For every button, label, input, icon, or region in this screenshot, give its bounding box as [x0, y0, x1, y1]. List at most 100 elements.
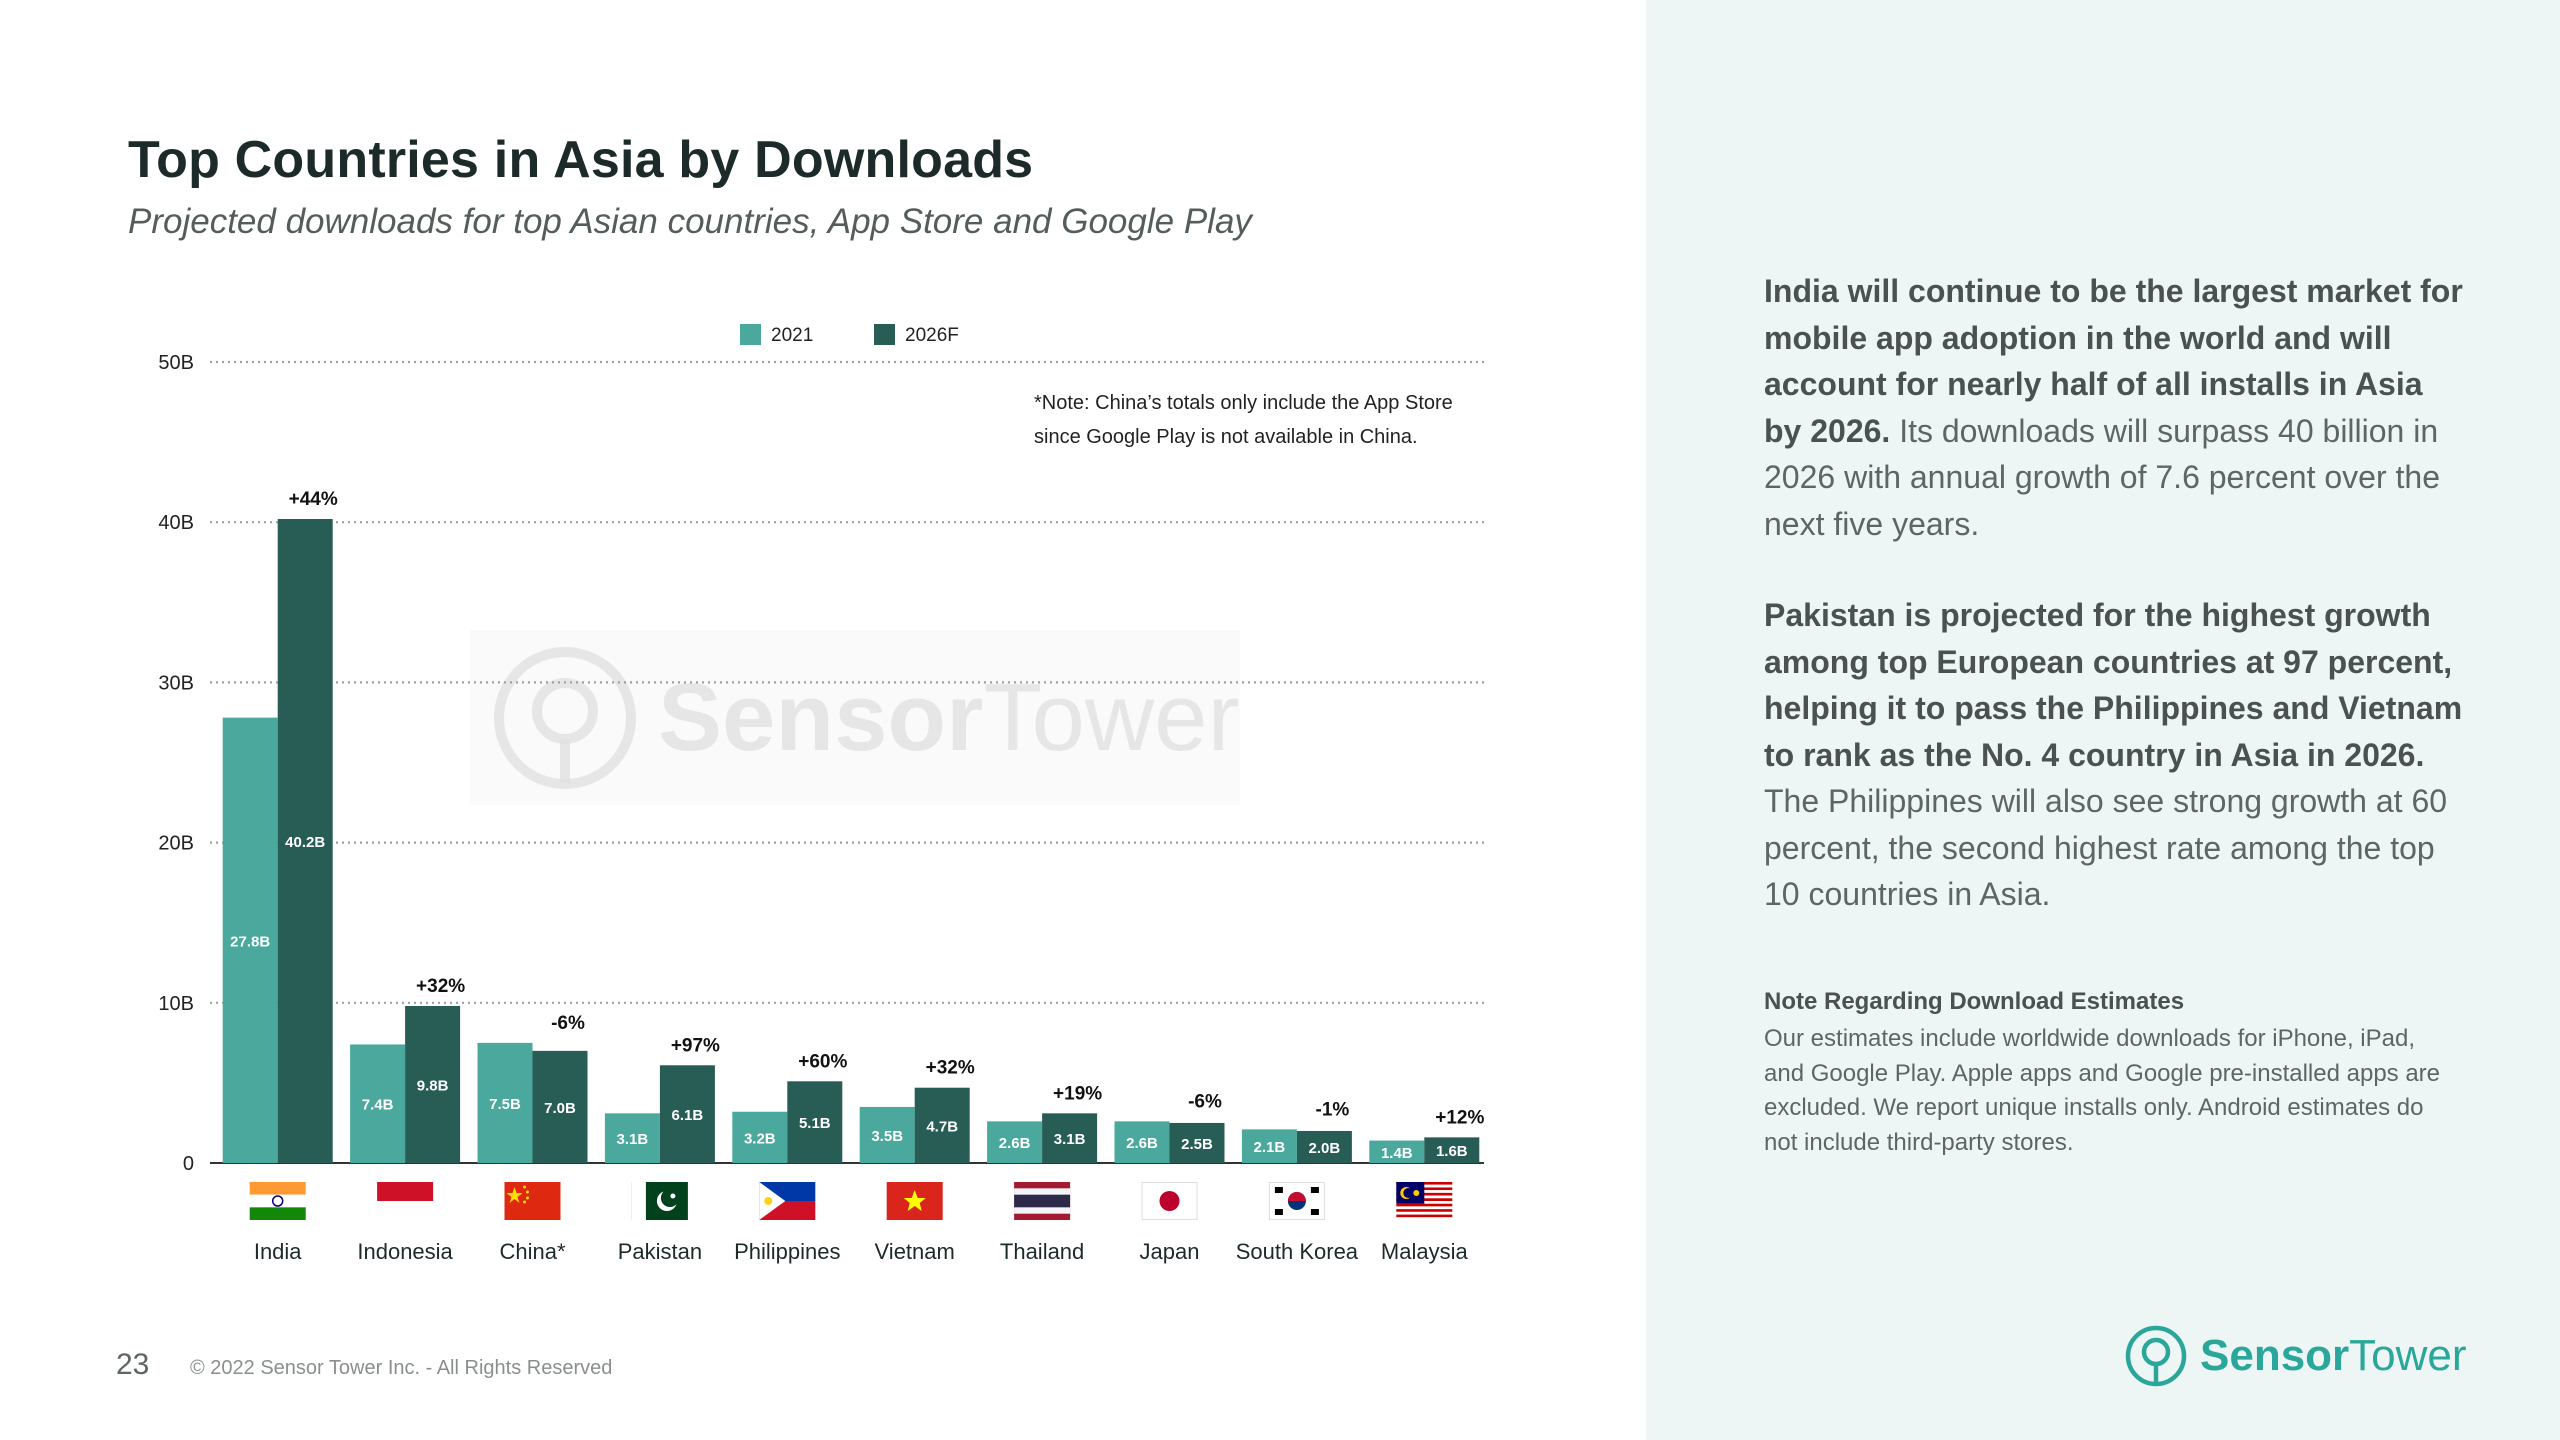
- bar-value-label: 7.5B: [489, 1096, 521, 1113]
- bar-2021-india: [222, 717, 278, 1163]
- category-label: South Korea: [1236, 1239, 1359, 1264]
- flag-malaysia-icon: [1396, 1182, 1453, 1220]
- bar-value-label: 9.8B: [417, 1078, 449, 1095]
- legend: 2021 2026F: [740, 324, 959, 346]
- category-label: China*: [499, 1239, 565, 1264]
- category-labels: India Indonesia China* Pakistan Philippines V…: [254, 1239, 1469, 1264]
- bar-value-label: 4.7B: [926, 1118, 958, 1135]
- y-tick-label: 10B: [158, 993, 194, 1015]
- bar-2021-thailand: [987, 1121, 1043, 1163]
- flag-japan-icon: [1141, 1182, 1198, 1220]
- category-label: Vietnam: [875, 1239, 955, 1264]
- estimates-title: Note Regarding Download Estimates: [1764, 988, 2185, 1015]
- bar-2026f-pakistan: [659, 1065, 715, 1163]
- legend-swatch-2021: [740, 324, 761, 345]
- bar-value-label: 5.1B: [799, 1115, 831, 1132]
- bar-value-label: 2.6B: [1126, 1135, 1158, 1152]
- watermark-text: SensorTower: [658, 663, 1240, 773]
- category-label: Pakistan: [618, 1239, 702, 1264]
- bar-2021-japan: [1114, 1121, 1170, 1163]
- bar-value-label: 7.4B: [362, 1097, 394, 1114]
- growth-label: -6%: [551, 1013, 585, 1034]
- bar-chart: 0 10B 20B 30B 40B 50B 27.8B 40.2B +44% 7.4B 9.8B +…: [158, 324, 1484, 1264]
- insight-2-bold: Pakistan is projected for the highest gr…: [1764, 597, 2463, 773]
- data-labels: 27.8B 40.2B +44% 7.4B 9.8B +32% 7.5B 7.0B -6% 3.1…: [230, 489, 1484, 1162]
- growth-label: +32%: [926, 1058, 975, 1079]
- bar-value-label: 1.4B: [1381, 1145, 1413, 1162]
- bar-value-label: 2.0B: [1309, 1140, 1341, 1157]
- grid-lines: [210, 360, 1484, 1164]
- bar-value-label: 7.0B: [544, 1100, 576, 1117]
- y-axis: 0 10B 20B 30B 40B 50B: [158, 352, 194, 1175]
- flag-thailand-icon: [1014, 1182, 1071, 1220]
- bar-value-label: 2.5B: [1181, 1136, 1213, 1153]
- y-tick-label: 50B: [158, 352, 194, 374]
- sensor-tower-logo[interactable]: SensorTower: [2124, 1324, 2467, 1388]
- bar-2026f-vietnam: [914, 1087, 970, 1163]
- category-label: Philippines: [734, 1239, 840, 1264]
- category-label: India: [254, 1239, 302, 1264]
- y-tick-label: 0: [183, 1153, 194, 1175]
- y-tick-label: 20B: [158, 833, 194, 855]
- page-title: Top Countries in Asia by Downloads: [128, 131, 1034, 189]
- bar-value-label: 6.1B: [672, 1107, 704, 1124]
- bar-value-label: 3.1B: [617, 1131, 649, 1148]
- bar-2026f-malaysia: [1424, 1137, 1480, 1163]
- flag-south-korea-icon: [1268, 1182, 1325, 1220]
- bar-2021-southkorea: [1241, 1129, 1297, 1163]
- flag-china-icon: [504, 1182, 561, 1220]
- bar-value-label: 2.6B: [999, 1135, 1031, 1152]
- legend-swatch-2026f: [874, 324, 895, 345]
- insight-1-rest: Its downloads will surpass 40 billion in…: [1764, 412, 2440, 542]
- bar-2021-vietnam: [859, 1106, 915, 1163]
- right-panel: [1646, 0, 2560, 1440]
- flag-vietnam-icon: [886, 1182, 943, 1220]
- watermark: SensorTower: [470, 630, 1240, 805]
- bar-2021-pakistan: [604, 1113, 660, 1163]
- sensor-tower-logo-icon: [2125, 1325, 2187, 1387]
- category-label: Japan: [1140, 1239, 1200, 1264]
- growth-label: +19%: [1053, 1083, 1102, 1104]
- copyright: © 2022 Sensor Tower Inc. - All Rights Re…: [190, 1357, 613, 1379]
- growth-label: -6%: [1188, 1091, 1222, 1112]
- page-subtitle: Projected downloads for top Asian countr…: [128, 202, 1252, 241]
- logo-text: SensorTower: [2200, 1331, 2467, 1381]
- bar-2026f-china: [532, 1050, 588, 1163]
- bar-value-label: 3.5B: [871, 1128, 903, 1145]
- bar-value-label: 27.8B: [230, 933, 270, 950]
- estimates-body: Our estimates include worldwide download…: [1764, 1025, 2441, 1156]
- legend-label: 2021: [771, 325, 813, 346]
- bar-2026f-thailand: [1042, 1113, 1098, 1163]
- category-label: Thailand: [1000, 1239, 1084, 1264]
- logo-text-bold: Sensor: [2200, 1331, 2350, 1380]
- insight-paragraph-2: Pakistan is projected for the highest gr…: [1764, 592, 2464, 918]
- flag-indonesia-icon: [377, 1182, 434, 1220]
- bar-value-label: 3.1B: [1054, 1131, 1086, 1148]
- growth-label: +32%: [416, 976, 465, 997]
- bars: [222, 518, 1480, 1163]
- insight-paragraph-1: India will continue to be the largest ma…: [1764, 268, 2464, 547]
- logo-text-light: Tower: [2349, 1331, 2467, 1380]
- flag-philippines-icon: [759, 1182, 816, 1220]
- bar-value-label: 40.2B: [285, 834, 325, 851]
- y-tick-label: 30B: [158, 672, 194, 694]
- bar-2021-philippines: [732, 1111, 788, 1163]
- bar-2021-china: [477, 1042, 533, 1163]
- watermark-bold: Sensor: [658, 663, 984, 771]
- flag-india-icon: [249, 1182, 306, 1220]
- sensor-tower-watermark-icon: [494, 646, 636, 789]
- bar-2026f-japan: [1169, 1122, 1225, 1163]
- china-note: *Note: China’s totals only include the A…: [1034, 392, 1453, 448]
- bar-value-label: 3.2B: [744, 1130, 776, 1147]
- page-number: 23: [116, 1348, 150, 1381]
- flag-pakistan-icon: [631, 1182, 688, 1220]
- insights-text: India will continue to be the largest ma…: [1764, 268, 2464, 963]
- growth-label: +60%: [798, 1051, 847, 1072]
- growth-label: +44%: [289, 489, 338, 510]
- legend-label: 2026F: [905, 325, 959, 346]
- bar-2026f-southkorea: [1296, 1130, 1352, 1163]
- insight-2-rest: The Philippines will also see strong gro…: [1764, 783, 2448, 912]
- insight-1-bold: India will continue to be the largest ma…: [1764, 273, 2463, 449]
- y-tick-label: 40B: [158, 512, 194, 534]
- growth-label: +97%: [671, 1035, 720, 1056]
